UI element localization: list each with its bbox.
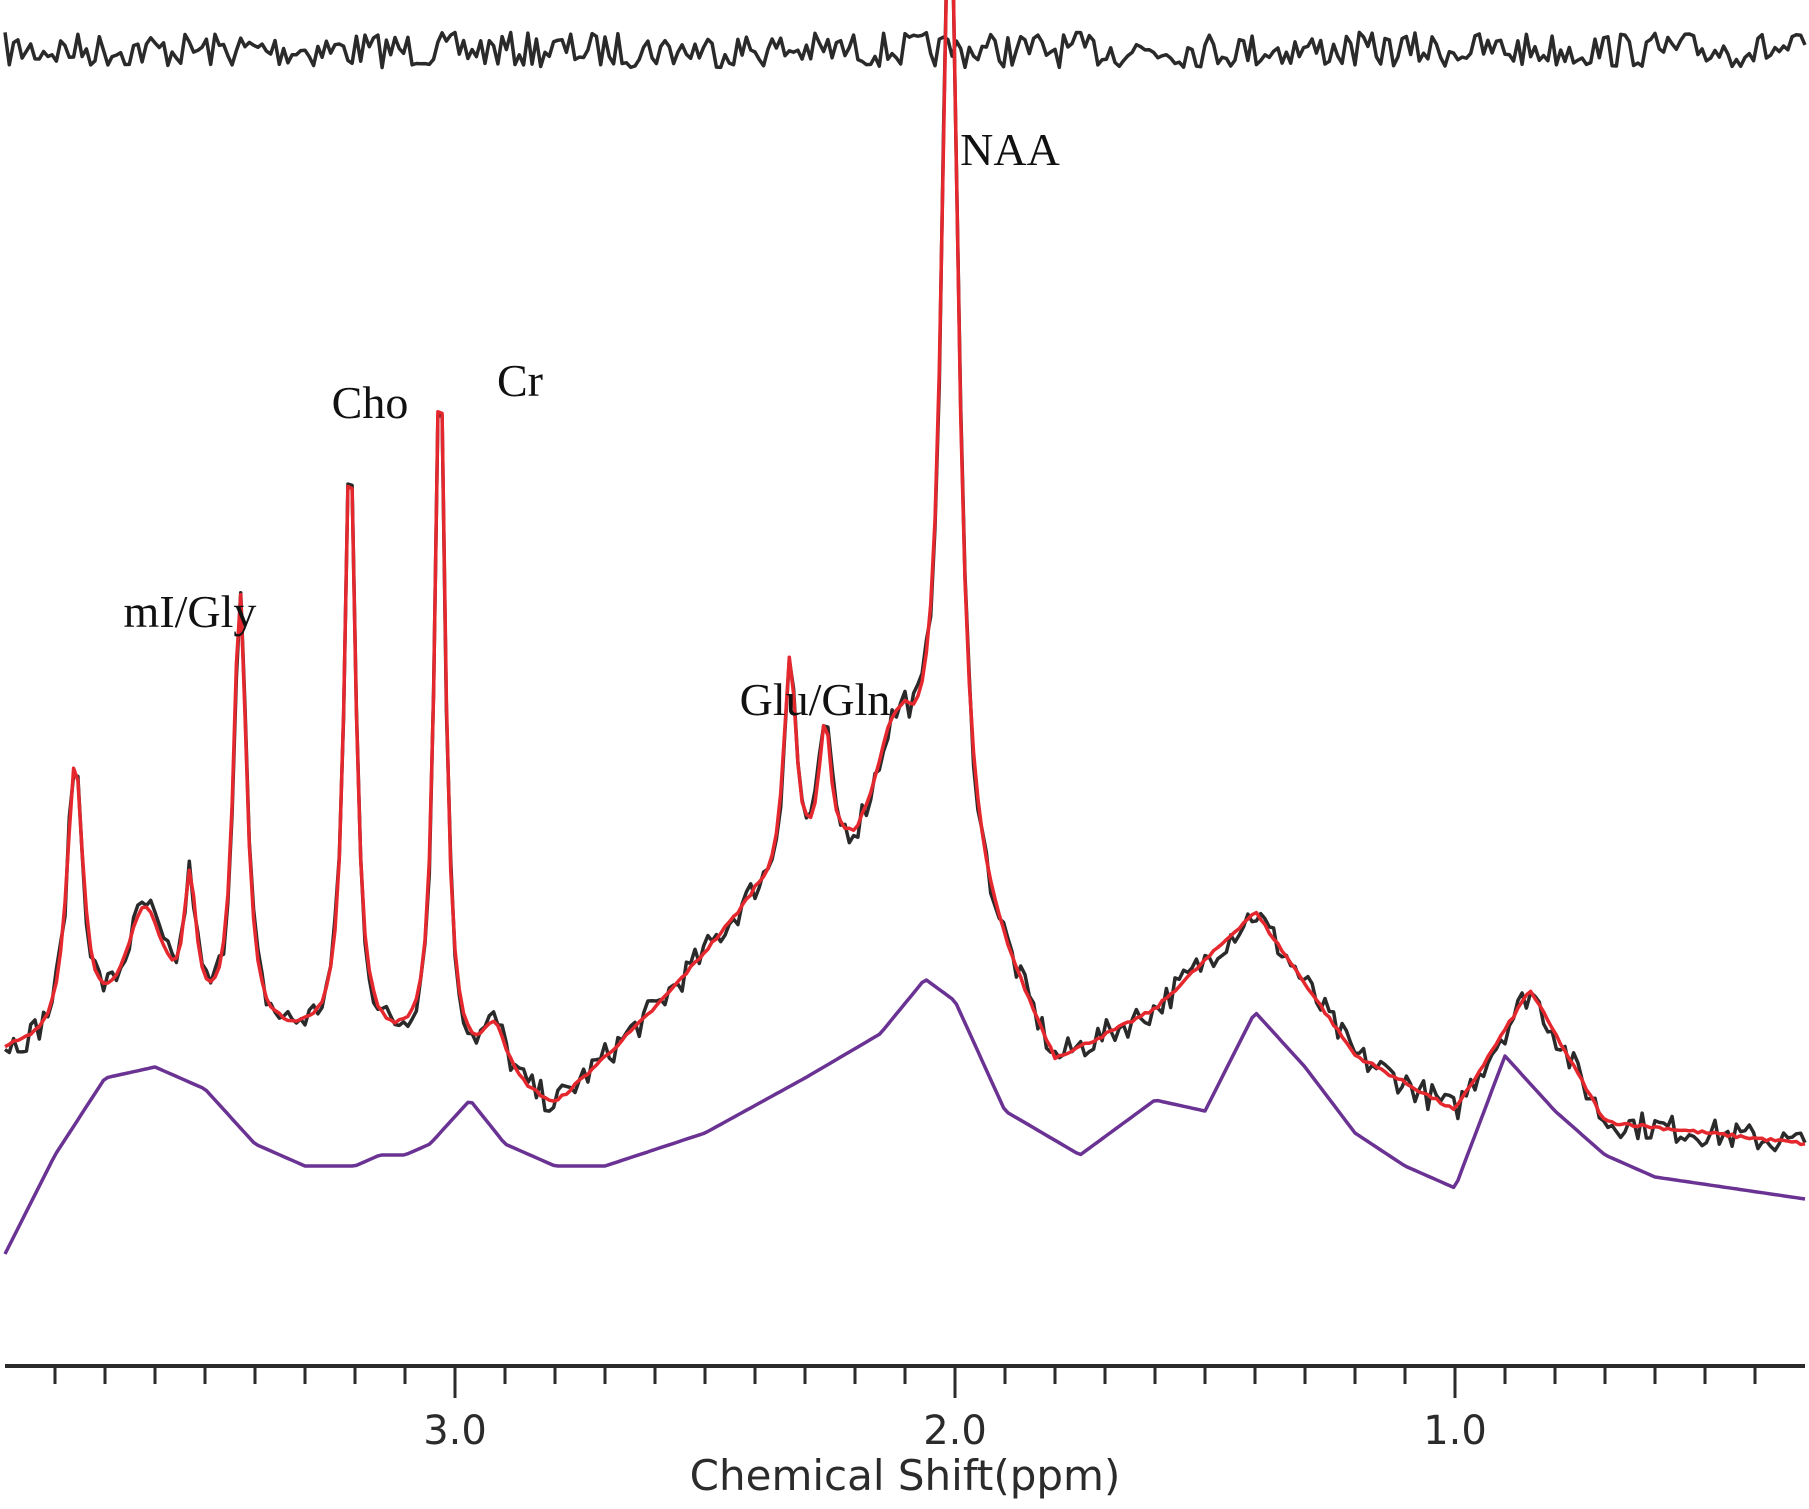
measured-trace-group [3, 0, 1807, 1153]
peak-label: NAA [960, 124, 1060, 175]
residual-trace [3, 30, 1807, 70]
residual-trace-group [3, 30, 1807, 70]
baseline-trace-group [3, 978, 1806, 1255]
x-axis-title: Chemical Shift(ppm) [690, 1451, 1121, 1500]
x-tick-label: 1.0 [1423, 1408, 1487, 1454]
fit-trace [4, 0, 1806, 1147]
peak-label: mI/Gly [124, 586, 257, 637]
x-axis: 3.0 2.0 1.0 [5, 1364, 1805, 1454]
fit-trace-group [4, 0, 1806, 1147]
baseline-trace [3, 978, 1806, 1255]
peak-label: Cr [497, 355, 543, 406]
x-tick-label: 3.0 [423, 1408, 487, 1454]
peak-label: Glu/Gln [740, 674, 891, 725]
x-tick-label: 2.0 [923, 1408, 987, 1454]
peak-label-group: NAA Cr Cho mI/Gly Glu/Gln [124, 124, 1060, 725]
measured-trace [3, 0, 1807, 1153]
peak-label: Cho [332, 377, 409, 428]
